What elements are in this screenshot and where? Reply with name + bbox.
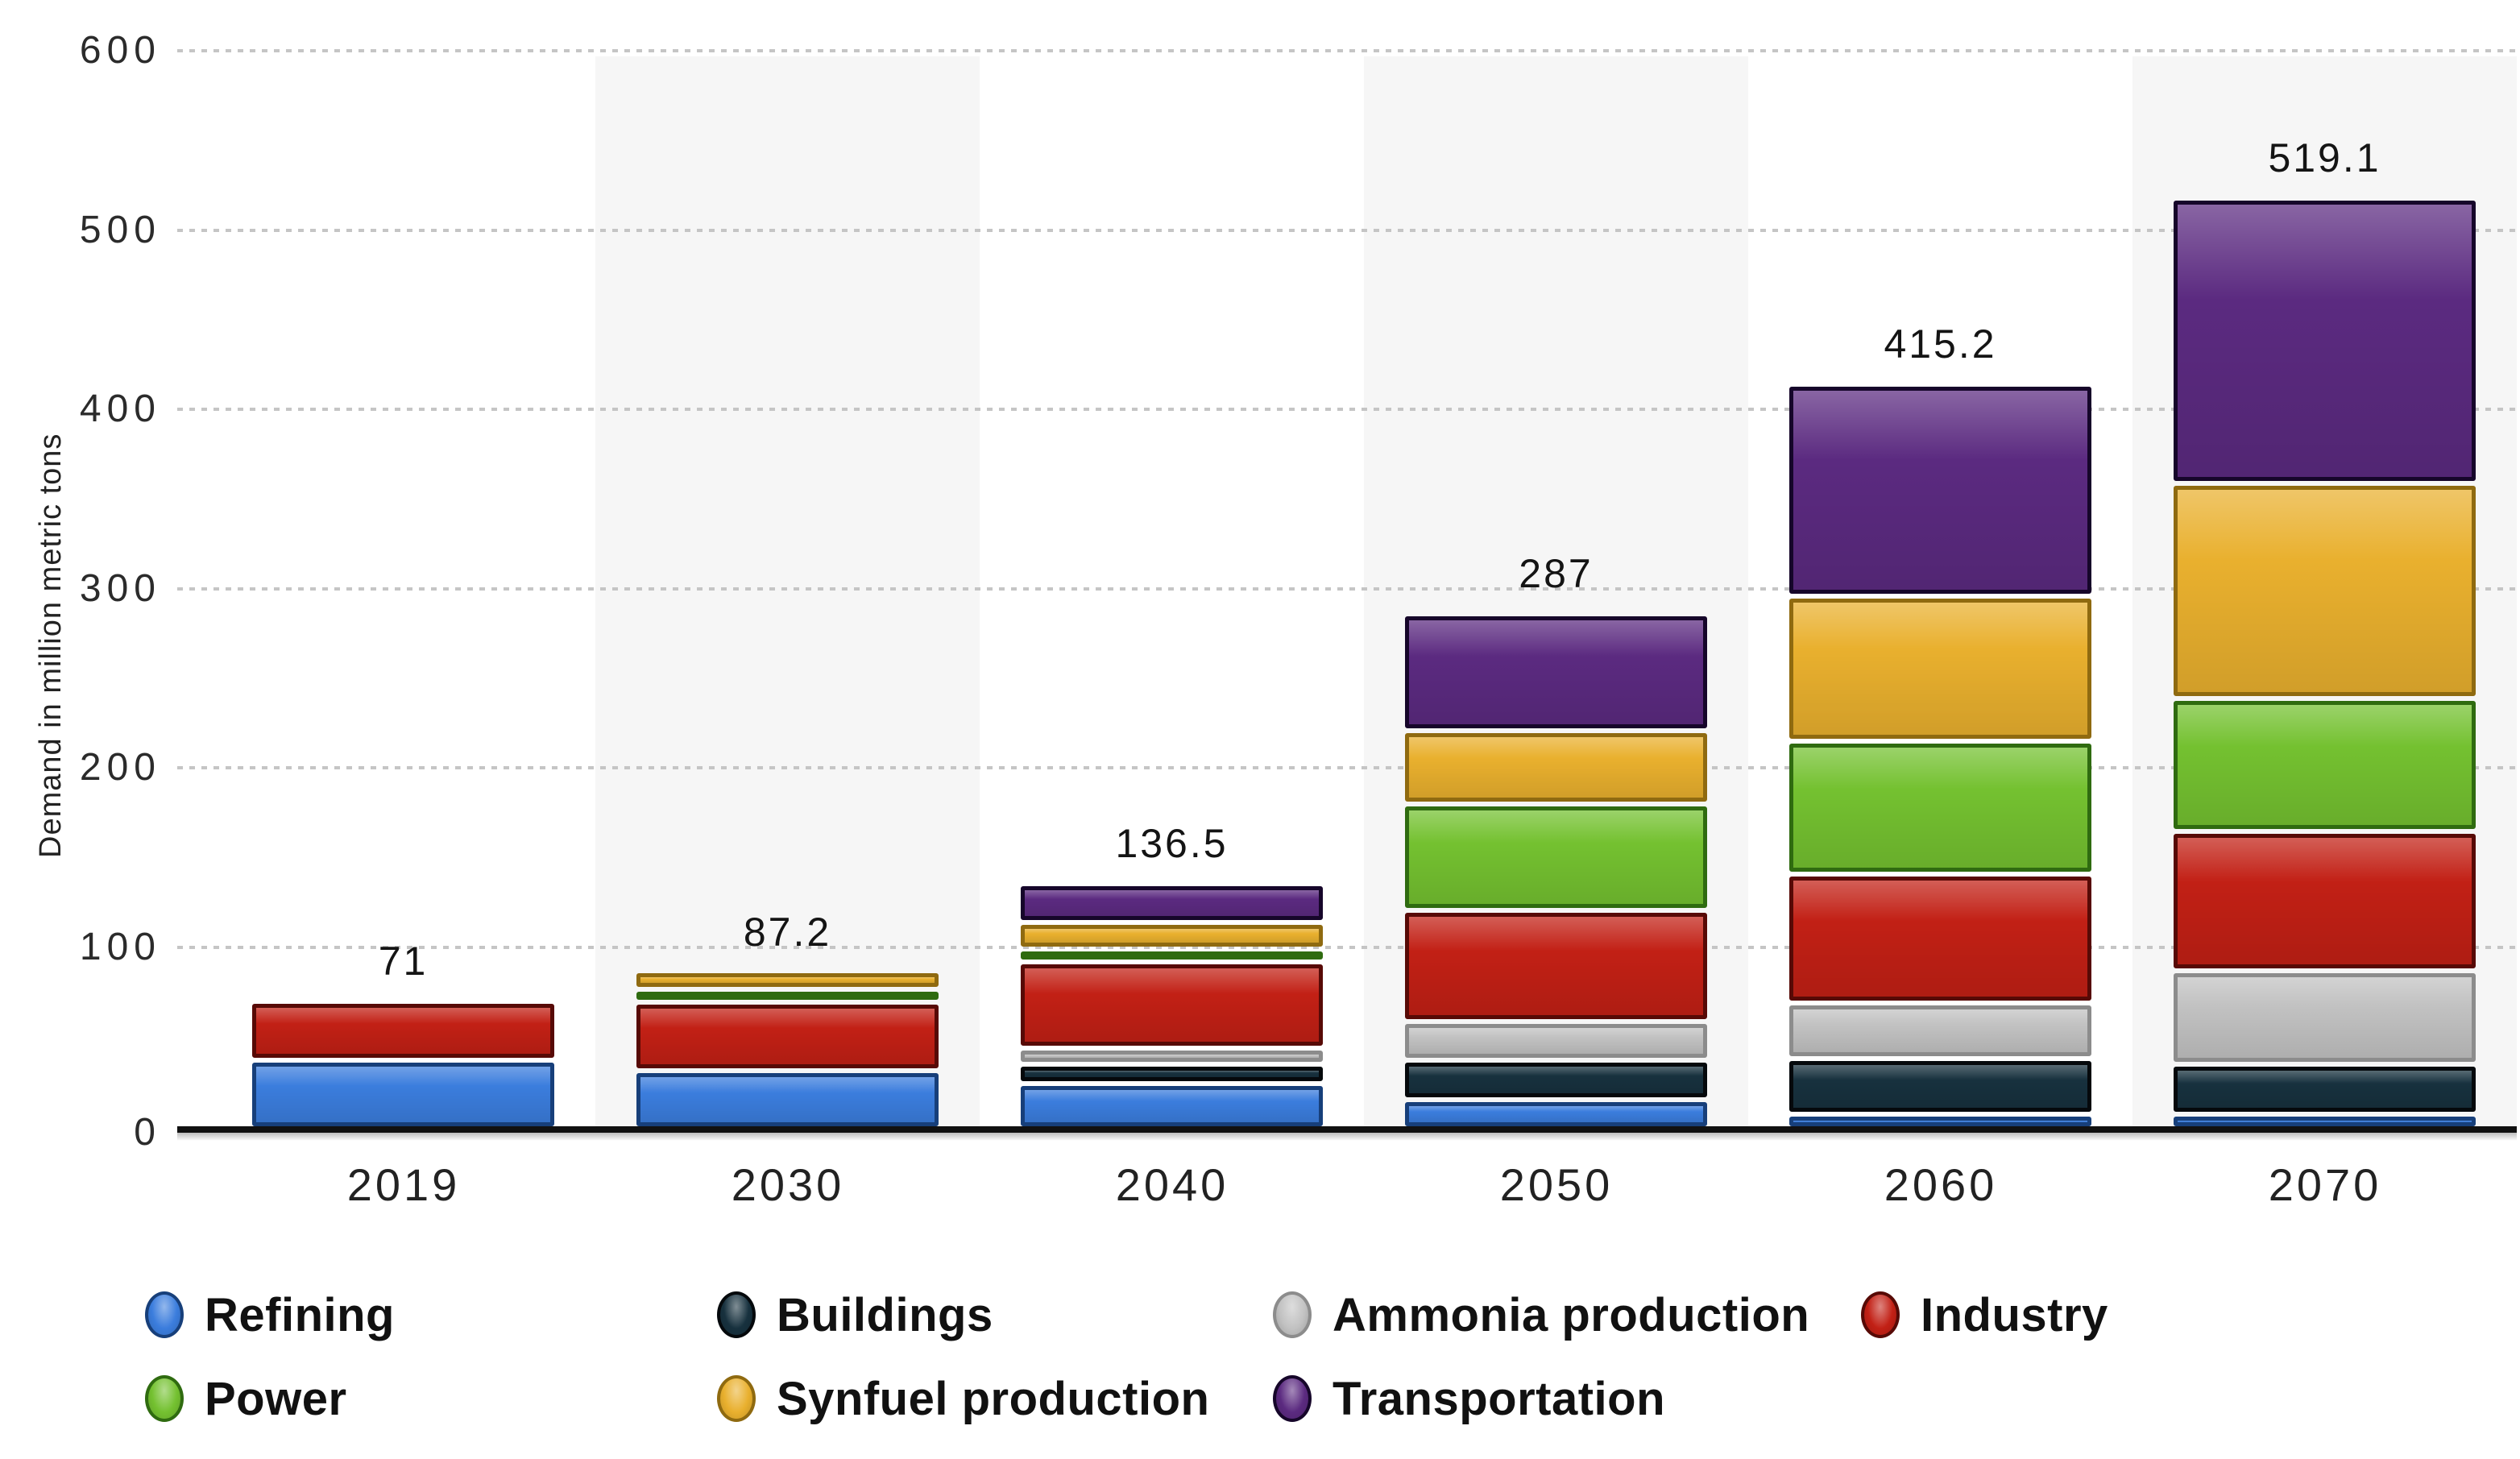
bar-segment-2040-power[interactable] xyxy=(1021,951,1323,960)
bar-segment-2019-industry[interactable] xyxy=(252,1004,554,1058)
bar-2019[interactable]: 71 xyxy=(252,939,554,1126)
bar-total-2050: 287 xyxy=(1519,551,1594,597)
column-stripe-2030 xyxy=(595,56,980,1126)
y-tick-300: 300 xyxy=(79,566,161,610)
bar-segment-2030-power[interactable] xyxy=(636,991,939,1000)
bar-segment-2060-synfuel-production[interactable] xyxy=(1789,599,2091,740)
legend-label-ammonia-production: Ammonia production xyxy=(1333,1288,1810,1341)
x-axis-line xyxy=(177,1126,2517,1133)
legend-label-industry: Industry xyxy=(1921,1288,2108,1341)
bar-2040[interactable]: 136.5 xyxy=(1021,821,1323,1126)
bar-2050[interactable]: 287 xyxy=(1405,551,1707,1126)
bar-segment-2070-power[interactable] xyxy=(2174,701,2476,829)
gridline-400 xyxy=(177,408,2517,411)
gridline-200 xyxy=(177,766,2517,769)
bar-segment-2050-power[interactable] xyxy=(1405,806,1707,908)
gridline-600 xyxy=(177,49,2517,52)
bar-segment-2070-refining[interactable] xyxy=(2174,1117,2476,1126)
bar-segment-2040-ammonia-production[interactable] xyxy=(1021,1050,1323,1062)
legend-label-buildings: Buildings xyxy=(777,1288,993,1341)
y-tick-100: 100 xyxy=(79,925,161,968)
bar-total-2060: 415.2 xyxy=(1884,321,1997,367)
x-axis-shadow xyxy=(177,1133,2517,1141)
bar-segment-2019-refining[interactable] xyxy=(252,1062,554,1126)
bar-segment-2060-buildings[interactable] xyxy=(1789,1061,2091,1113)
legend-item-industry[interactable]: Industry xyxy=(1861,1286,2401,1344)
legend-label-transportation: Transportation xyxy=(1333,1372,1666,1425)
legend-label-power: Power xyxy=(205,1372,347,1425)
bar-segment-2050-industry[interactable] xyxy=(1405,912,1707,1019)
bar-segment-2070-synfuel-production[interactable] xyxy=(2174,486,2476,697)
gridline-300 xyxy=(177,587,2517,591)
x-label-2019: 2019 xyxy=(346,1159,461,1210)
bar-2070[interactable]: 519.1 xyxy=(2174,135,2476,1126)
y-axis-title: Demand in million metric tons xyxy=(34,433,68,858)
legend-marker-refining-icon xyxy=(145,1291,184,1338)
bar-total-2070: 519.1 xyxy=(2268,135,2381,180)
bar-segment-2060-transportation[interactable] xyxy=(1789,387,2091,595)
legend-marker-transportation-icon xyxy=(1273,1375,1312,1422)
x-label-2070: 2070 xyxy=(2268,1159,2382,1210)
bar-segment-2070-ammonia-production[interactable] xyxy=(2174,973,2476,1062)
bar-segment-2060-ammonia-production[interactable] xyxy=(1789,1005,2091,1057)
legend-label-synfuel-production: Synfuel production xyxy=(777,1372,1210,1425)
bar-segment-2060-refining[interactable] xyxy=(1789,1117,2091,1126)
bar-segment-2050-synfuel-production[interactable] xyxy=(1405,733,1707,802)
legend-marker-buildings-icon xyxy=(717,1291,756,1338)
legend-item-ammonia-production[interactable]: Ammonia production xyxy=(1273,1286,1861,1344)
gridline-500 xyxy=(177,228,2517,232)
legend-item-synfuel-production[interactable]: Synfuel production xyxy=(717,1370,1273,1428)
x-label-2060: 2060 xyxy=(1884,1159,1998,1210)
legend-marker-ammonia-production-icon xyxy=(1273,1291,1312,1338)
legend-label-refining: Refining xyxy=(205,1288,395,1341)
y-tick-600: 600 xyxy=(79,29,161,72)
gridline-100 xyxy=(177,945,2517,949)
bar-segment-2040-refining[interactable] xyxy=(1021,1086,1323,1126)
bar-total-2040: 136.5 xyxy=(1115,821,1229,867)
legend-item-refining[interactable]: Refining xyxy=(145,1286,717,1344)
bar-segment-2030-synfuel-production[interactable] xyxy=(636,973,939,987)
bar-segment-2060-power[interactable] xyxy=(1789,744,2091,872)
bar-segment-2040-transportation[interactable] xyxy=(1021,885,1323,920)
legend-marker-power-icon xyxy=(145,1375,184,1422)
legend-item-transportation[interactable]: Transportation xyxy=(1273,1370,1861,1428)
bar-segment-2050-transportation[interactable] xyxy=(1405,616,1707,729)
bar-total-2019: 71 xyxy=(378,939,429,984)
bar-2060[interactable]: 415.2 xyxy=(1789,321,2091,1126)
legend-marker-synfuel-production-icon xyxy=(717,1375,756,1422)
bar-segment-2050-refining[interactable] xyxy=(1405,1102,1707,1126)
bar-2030[interactable]: 87.2 xyxy=(636,910,939,1126)
bar-segment-2070-transportation[interactable] xyxy=(2174,201,2476,482)
bar-total-2030: 87.2 xyxy=(743,909,832,955)
bar-segment-2070-buildings[interactable] xyxy=(2174,1066,2476,1113)
y-tick-200: 200 xyxy=(79,746,161,789)
y-tick-0: 0 xyxy=(134,1111,161,1154)
bar-segment-2040-synfuel-production[interactable] xyxy=(1021,924,1323,947)
bar-segment-2050-ammonia-production[interactable] xyxy=(1405,1023,1707,1059)
bar-segment-2070-industry[interactable] xyxy=(2174,833,2476,969)
bar-segment-2050-buildings[interactable] xyxy=(1405,1063,1707,1098)
x-label-2040: 2040 xyxy=(1115,1159,1229,1210)
x-label-2050: 2050 xyxy=(1499,1159,1614,1210)
legend-marker-industry-icon xyxy=(1861,1291,1900,1338)
y-tick-400: 400 xyxy=(79,388,161,430)
legend: Refining Buildings Ammonia production Indus… xyxy=(145,1286,2401,1428)
bar-segment-2030-industry[interactable] xyxy=(636,1004,939,1068)
legend-item-power[interactable]: Power xyxy=(145,1370,717,1428)
y-tick-500: 500 xyxy=(79,208,161,251)
bar-segment-2060-industry[interactable] xyxy=(1789,877,2091,1001)
bar-segment-2040-industry[interactable] xyxy=(1021,964,1323,1046)
x-label-2030: 2030 xyxy=(731,1159,845,1210)
bar-segment-2030-refining[interactable] xyxy=(636,1072,939,1126)
legend-item-buildings[interactable]: Buildings xyxy=(717,1286,1273,1344)
bar-segment-2040-buildings[interactable] xyxy=(1021,1066,1323,1082)
